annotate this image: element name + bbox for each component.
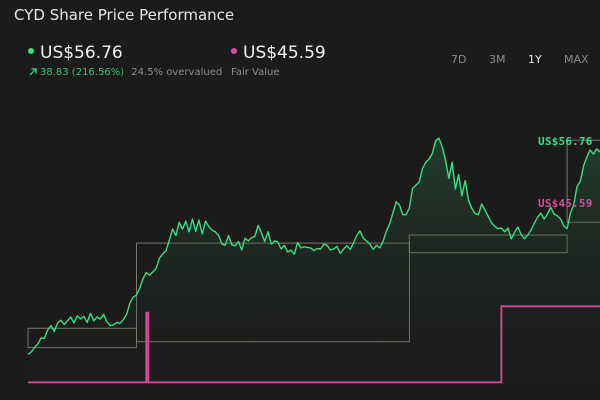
price-end-label: US$56.76 — [538, 135, 593, 148]
range-max[interactable]: MAX — [564, 53, 589, 66]
range-1y[interactable]: 1Y — [528, 53, 542, 66]
range-7d[interactable]: 7D — [451, 53, 467, 66]
fair-value-label: Fair Value — [231, 67, 280, 78]
reference-box-3 — [566, 139, 600, 223]
fair-value-line — [28, 305, 600, 384]
price-line — [27, 137, 600, 356]
fair-value-metric: US$45.59 — [231, 43, 326, 63]
fair-value-dot-icon — [231, 48, 237, 54]
valuation-note: 24.5% overvalued — [131, 67, 223, 78]
range-3m[interactable]: 3M — [489, 53, 506, 66]
price-change: 38.83 (216.56%) — [40, 67, 125, 78]
current-price-value: US$56.76 — [40, 43, 123, 63]
current-price: US$56.76 — [28, 43, 123, 63]
price-dot-icon — [28, 48, 34, 54]
fair-value-end-label: US$45.59 — [538, 197, 593, 210]
chart-title: CYD Share Price Performance — [14, 6, 235, 24]
fair-value-price: US$45.59 — [243, 43, 326, 63]
arrow-up-right-icon — [29, 68, 37, 76]
price-area — [28, 138, 600, 392]
price-change-line: 38.83 (216.56%) 24.5% overvalued — [28, 67, 222, 78]
